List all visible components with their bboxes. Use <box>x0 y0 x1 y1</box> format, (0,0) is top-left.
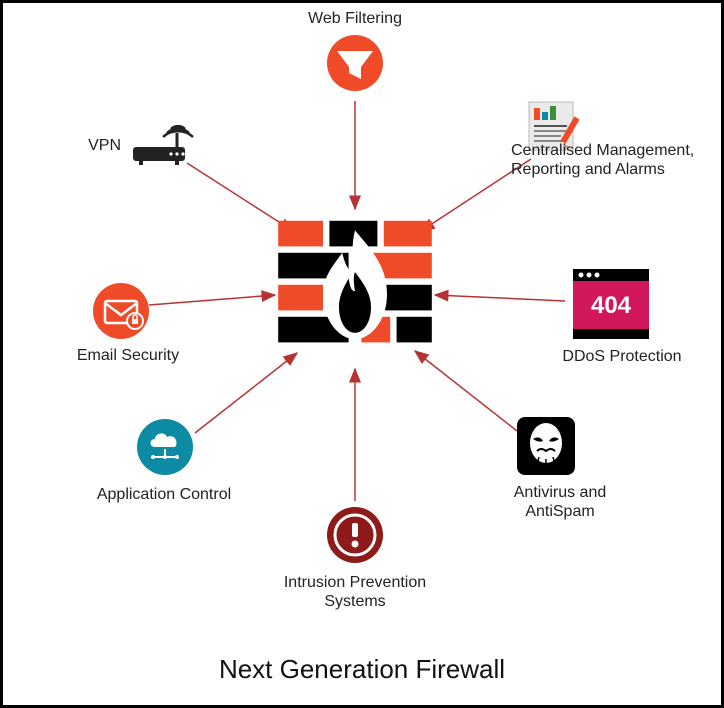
vpn-label: VPN <box>77 136 121 155</box>
ddos-404-icon: 404 <box>573 269 649 344</box>
diagram-canvas: 404 <box>0 0 724 708</box>
app-control-label: Application Control <box>80 485 248 504</box>
ddos-label: DDoS Protection <box>552 347 692 366</box>
secure-email-icon <box>91 281 151 346</box>
web-filtering-icon <box>325 33 385 98</box>
firewall-icon <box>275 208 435 373</box>
svg-text:404: 404 <box>591 292 632 319</box>
arrow-email_security <box>149 295 275 305</box>
cloud-control-icon <box>135 417 195 482</box>
email-security-label: Email Security <box>58 346 198 365</box>
anonymous-mask-icon <box>515 415 577 482</box>
web-filtering-label: Web Filtering <box>301 9 409 28</box>
ips-label: Intrusion Prevention Systems <box>270 573 440 611</box>
vpn-router-icon <box>127 111 197 172</box>
antivirus-label: Antivirus and AntiSpam <box>495 483 625 521</box>
central-label: Centralised Management, Reporting and Al… <box>511 141 707 179</box>
alert-icon <box>325 505 385 570</box>
diagram-title: Next Generation Firewall <box>3 654 721 685</box>
arrow-ddos <box>435 295 565 301</box>
